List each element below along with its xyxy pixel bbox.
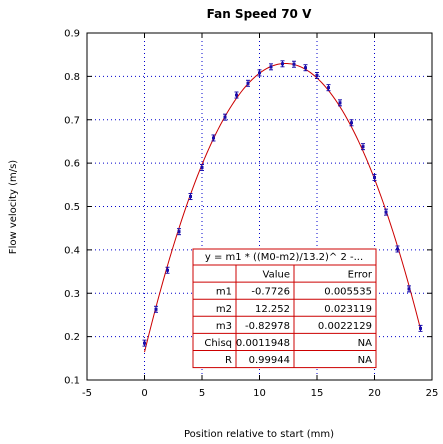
y-tick-label: 0.2 (64, 332, 80, 343)
point-marker (338, 101, 342, 105)
point-marker (419, 326, 422, 330)
data-point (361, 143, 365, 151)
data-point (142, 339, 147, 347)
data-point (280, 60, 285, 68)
data-point (223, 113, 227, 121)
point-marker (189, 195, 192, 199)
y-tick-label: 0.6 (64, 159, 80, 170)
point-marker (154, 307, 158, 311)
point-marker (407, 287, 411, 291)
fit-table-cell: NA (358, 355, 372, 366)
point-marker (235, 93, 238, 97)
point-marker (315, 74, 319, 78)
x-tick-label: 0 (141, 388, 147, 399)
data-point (200, 163, 204, 171)
y-tick-label: 0.5 (64, 202, 80, 213)
point-marker (292, 62, 296, 66)
fit-table-cell: -0.7726 (251, 287, 290, 298)
point-marker (327, 86, 330, 90)
point-marker (373, 175, 376, 179)
point-marker (361, 145, 365, 149)
data-points (142, 60, 423, 347)
ticks: -5 0 5 10 15 20 25 0.1 0.2 0.3 0.4 0.5 0.6 0.7 0.8 0.9 (64, 29, 438, 400)
fit-table-cell: 12.252 (255, 304, 290, 315)
point-marker (350, 121, 353, 125)
point-marker (200, 165, 204, 169)
data-point (326, 84, 331, 92)
x-tick-label: 5 (199, 388, 205, 399)
point-marker (384, 210, 388, 214)
data-point (154, 305, 158, 313)
fit-table-cell: Chisq (204, 338, 232, 349)
fit-table-cell: 0.99944 (249, 355, 290, 366)
point-marker (223, 115, 227, 119)
y-tick-label: 0.4 (64, 245, 80, 256)
data-point (395, 245, 400, 253)
data-point (338, 99, 342, 107)
fit-table-cell: NA (358, 338, 372, 349)
point-marker (166, 268, 169, 272)
x-axis-label: Position relative to start (mm) (184, 429, 334, 440)
point-marker (281, 62, 284, 66)
fit-table-cell: -0.82978 (245, 321, 290, 332)
y-tick-label: 0.9 (64, 29, 80, 40)
data-point (315, 72, 319, 80)
y-tick-label: 0.3 (64, 289, 80, 300)
point-marker (304, 66, 307, 70)
fit-table-header: Error (348, 270, 373, 281)
chart-title: Fan Speed 70 V (207, 7, 312, 21)
data-point (292, 60, 296, 68)
data-point (188, 193, 193, 201)
data-point (384, 208, 388, 216)
x-tick-label: 25 (426, 388, 439, 399)
point-marker (177, 230, 181, 234)
data-point (211, 134, 216, 142)
data-point (418, 324, 423, 332)
fit-table-cell: 0.005535 (324, 287, 372, 298)
fit-table-cell: R (225, 355, 232, 366)
y-axis-label: Flow velocity (m/s) (8, 160, 19, 254)
fit-table-cell: 0.023119 (324, 304, 372, 315)
point-marker (246, 81, 250, 85)
data-point (349, 119, 354, 127)
x-tick-label: 15 (311, 388, 324, 399)
data-point (303, 64, 308, 72)
fit-table-frame (192, 248, 377, 369)
fit-equation: y = m1 * ((M0-m2)/13.2)^ 2 -... (205, 252, 363, 263)
point-marker (396, 247, 399, 251)
fit-table-cell: m2 (216, 304, 232, 315)
fit-table-cell: 0.0011948 (236, 338, 290, 349)
fit-table-header: Value (263, 270, 290, 281)
x-tick-label: 20 (368, 388, 381, 399)
data-point (165, 266, 170, 274)
data-point (246, 79, 250, 87)
fit-results-table: y = m1 * ((M0-m2)/13.2)^ 2 -... Value Erro… (192, 248, 377, 369)
data-point (257, 69, 262, 77)
data-point (234, 91, 239, 99)
fit-table-cell: m3 (216, 321, 232, 332)
y-tick-label: 0.1 (64, 376, 80, 387)
point-marker (212, 136, 215, 140)
point-marker (143, 341, 146, 345)
fit-table-cell: 0.0022129 (318, 321, 372, 332)
data-point (177, 228, 181, 236)
fit-table-cell: m1 (216, 287, 232, 298)
x-tick-label: -5 (82, 388, 92, 399)
x-tick-label: 10 (253, 388, 266, 399)
y-tick-label: 0.8 (64, 72, 80, 83)
data-point (372, 173, 377, 181)
data-point (407, 285, 411, 293)
data-point (269, 63, 273, 71)
y-tick-label: 0.7 (64, 115, 80, 126)
point-marker (258, 71, 261, 75)
point-marker (269, 65, 273, 69)
